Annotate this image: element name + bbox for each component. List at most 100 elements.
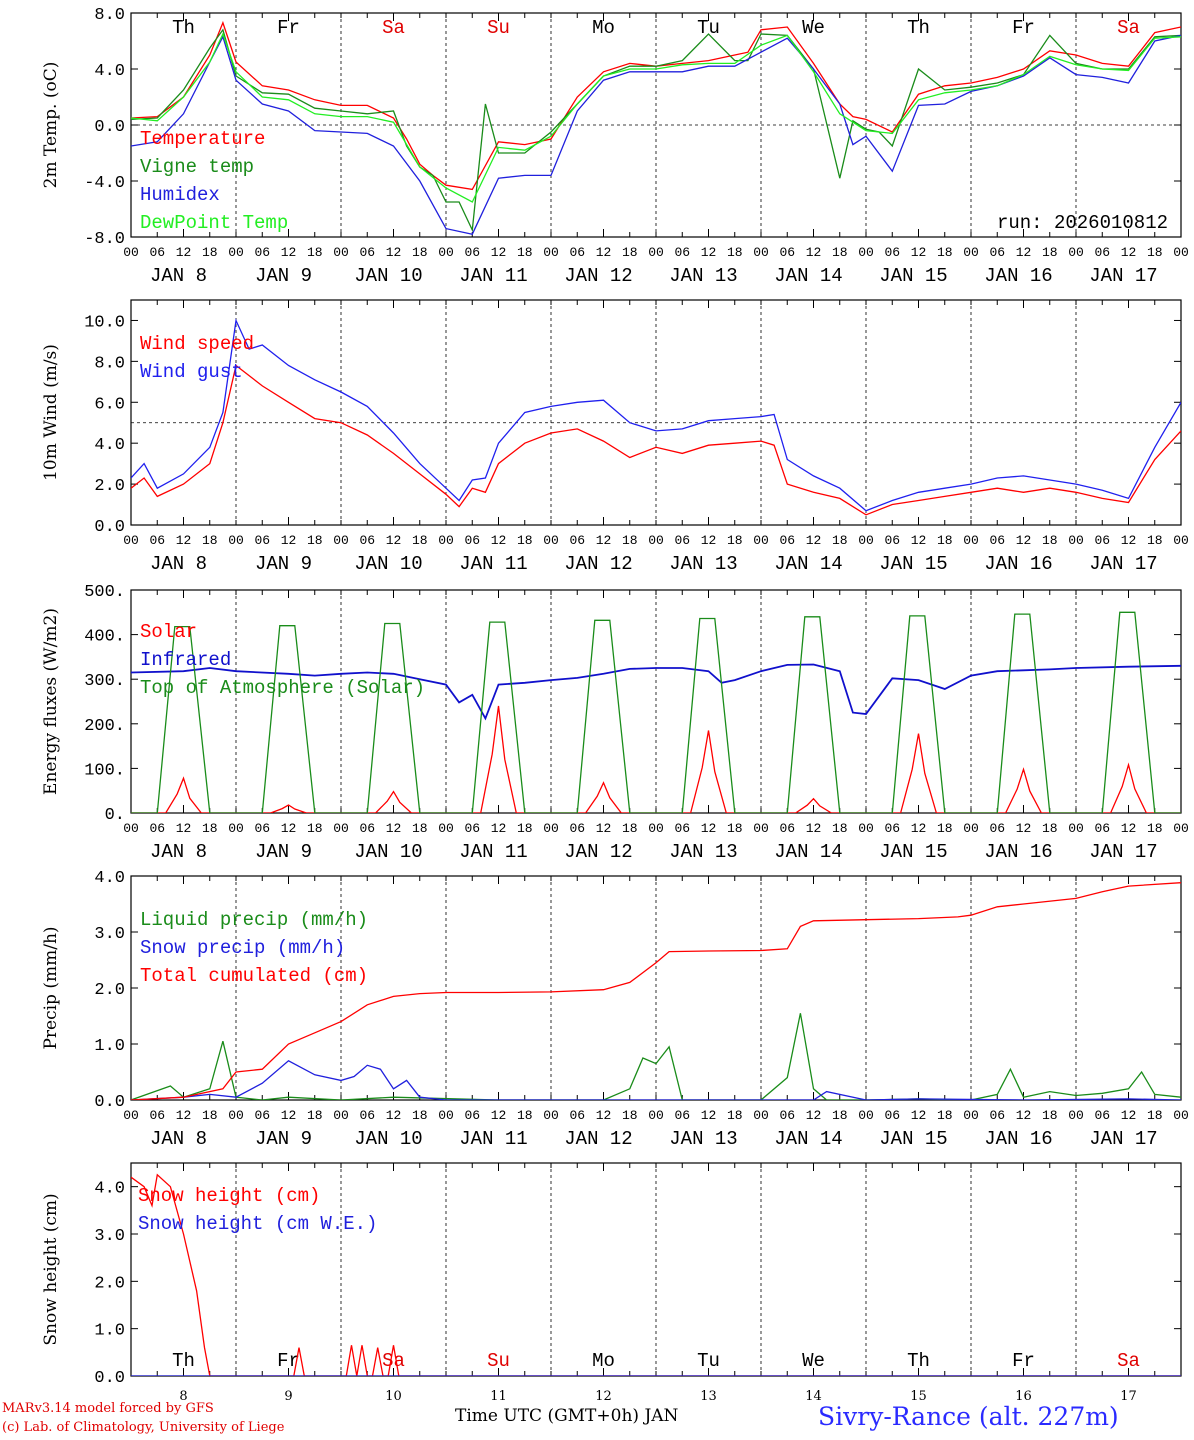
hour-tick-label: 06 — [569, 821, 585, 836]
hour-tick-label: 12 — [1121, 245, 1137, 260]
hour-tick-label: 06 — [254, 533, 270, 548]
hour-tick-label: 00 — [228, 1108, 244, 1123]
day-number-label: 12 — [595, 1389, 612, 1404]
hour-tick-label: 12 — [1121, 821, 1137, 836]
date-label: JAN 10 — [354, 1128, 422, 1150]
hour-tick-label: 18 — [937, 1108, 953, 1123]
hour-tick-label: 00 — [1068, 533, 1084, 548]
y-tick-label: 4.0 — [94, 62, 125, 81]
hour-tick-label: 00 — [858, 533, 874, 548]
hour-tick-label: 18 — [1147, 1108, 1163, 1123]
hour-tick-label: 06 — [359, 1108, 375, 1123]
hour-tick-label: 18 — [202, 533, 218, 548]
y-tick-label: 8.0 — [94, 6, 125, 25]
hour-tick-label: 12 — [491, 1108, 507, 1123]
legend-entry: Humidex — [140, 184, 220, 206]
hour-tick-label: 18 — [727, 1108, 743, 1123]
hour-tick-label: 00 — [543, 1108, 559, 1123]
hour-tick-label: 00 — [1173, 245, 1189, 260]
hour-tick-label: 12 — [386, 1108, 402, 1123]
plot-frame — [130, 299, 1182, 526]
hour-tick-label: 00 — [228, 821, 244, 836]
legend-entry: Wind speed — [140, 333, 254, 355]
weekday-label: Mo — [592, 1350, 615, 1372]
hour-tick-label: 18 — [727, 821, 743, 836]
legend-entry: Vigne temp — [140, 156, 254, 178]
panel-1: -8.0 -4.0 0.0 4.0 8.0 2m Temp. (oC) 00 06 12 18 00… — [41, 6, 1189, 287]
hour-tick-label: 00 — [228, 245, 244, 260]
hour-tick-label: 00 — [648, 533, 664, 548]
y-tick-label: 8.0 — [94, 354, 125, 373]
hour-tick-label: 00 — [333, 533, 349, 548]
day-number-label: 15 — [910, 1389, 927, 1404]
hour-tick-label: 18 — [307, 1108, 323, 1123]
hour-tick-label: 00 — [858, 1108, 874, 1123]
y-tick-label: 3.0 — [94, 925, 125, 944]
hour-tick-label: 18 — [832, 1108, 848, 1123]
hour-tick-label: 06 — [569, 1108, 585, 1123]
hour-tick-label: 12 — [281, 533, 297, 548]
hour-tick-label: 12 — [386, 245, 402, 260]
day-number-label: 8 — [179, 1389, 187, 1404]
hour-tick-label: 18 — [937, 821, 953, 836]
model-credit: MARv3.14 model forced by GFS — [2, 1401, 214, 1416]
series-line-total-cumulated-cm- — [131, 882, 1181, 1100]
hour-tick-label: 00 — [123, 533, 139, 548]
hour-tick-label: 00 — [333, 1108, 349, 1123]
hour-tick-label: 06 — [1094, 533, 1110, 548]
hour-tick-label: 18 — [1042, 533, 1058, 548]
hour-tick-label: 12 — [491, 245, 507, 260]
hour-tick-label: 00 — [963, 1108, 979, 1123]
hour-tick-label: 00 — [963, 821, 979, 836]
date-label: JAN 10 — [354, 265, 422, 287]
hour-tick-label: 00 — [648, 1108, 664, 1123]
date-label: JAN 8 — [150, 553, 207, 575]
panel-2: 0.0 2.0 4.0 6.0 8.0 10.0 10m Wind (m/s) 00 06 12 1… — [41, 299, 1189, 575]
hour-tick-label: 18 — [1147, 821, 1163, 836]
hour-tick-label: 12 — [701, 245, 717, 260]
y-tick-label: 4.0 — [94, 1180, 125, 1199]
legend-entry: Snow height (cm) — [138, 1185, 320, 1207]
panel-5: 0.0 1.0 2.0 3.0 4.0 Snow height (cm) 8 9 10 11 12 1… — [41, 1162, 1182, 1404]
hour-tick-label: 06 — [1094, 245, 1110, 260]
hour-tick-label: 18 — [622, 821, 638, 836]
date-label: JAN 11 — [459, 265, 527, 287]
y-tick-label: 2.0 — [94, 1274, 125, 1293]
date-label: JAN 15 — [879, 841, 947, 863]
date-label: JAN 10 — [354, 841, 422, 863]
hour-tick-label: 18 — [727, 533, 743, 548]
date-label: JAN 14 — [774, 265, 842, 287]
date-label: JAN 16 — [984, 1128, 1052, 1150]
hour-tick-label: 06 — [779, 245, 795, 260]
weekday-label: Mo — [592, 17, 615, 39]
day-number-label: 9 — [284, 1389, 292, 1404]
date-label: JAN 10 — [354, 553, 422, 575]
hour-tick-label: 06 — [464, 1108, 480, 1123]
hour-tick-label: 18 — [202, 245, 218, 260]
hour-tick-label: 00 — [1173, 821, 1189, 836]
series-line-snow-height-cm- — [131, 1173, 1181, 1376]
hour-tick-label: 00 — [438, 821, 454, 836]
hour-tick-label: 12 — [806, 821, 822, 836]
panel-4: 0.0 1.0 2.0 3.0 4.0 Precip (mm/h) 00 06 12 18 00 06… — [41, 869, 1189, 1150]
hour-tick-label: 18 — [832, 533, 848, 548]
weekday-label: Fr — [1012, 17, 1035, 39]
date-label: JAN 17 — [1089, 1128, 1157, 1150]
date-label: JAN 11 — [459, 841, 527, 863]
legend-entry: Total cumulated (cm) — [140, 965, 368, 987]
y-tick-label: 4.0 — [94, 869, 125, 888]
hour-tick-label: 18 — [412, 1108, 428, 1123]
date-label: JAN 17 — [1089, 553, 1157, 575]
hour-tick-label: 18 — [412, 821, 428, 836]
y-tick-label: 100. — [84, 761, 125, 780]
hour-tick-label: 06 — [884, 245, 900, 260]
hour-tick-label: 12 — [281, 245, 297, 260]
hour-tick-label: 06 — [989, 1108, 1005, 1123]
hour-tick-label: 00 — [1173, 533, 1189, 548]
hour-tick-label: 00 — [333, 245, 349, 260]
y-tick-label: 2.0 — [94, 981, 125, 1000]
series-line-wind-speed — [131, 364, 1181, 516]
hour-tick-label: 06 — [884, 821, 900, 836]
hour-tick-label: 12 — [806, 1108, 822, 1123]
